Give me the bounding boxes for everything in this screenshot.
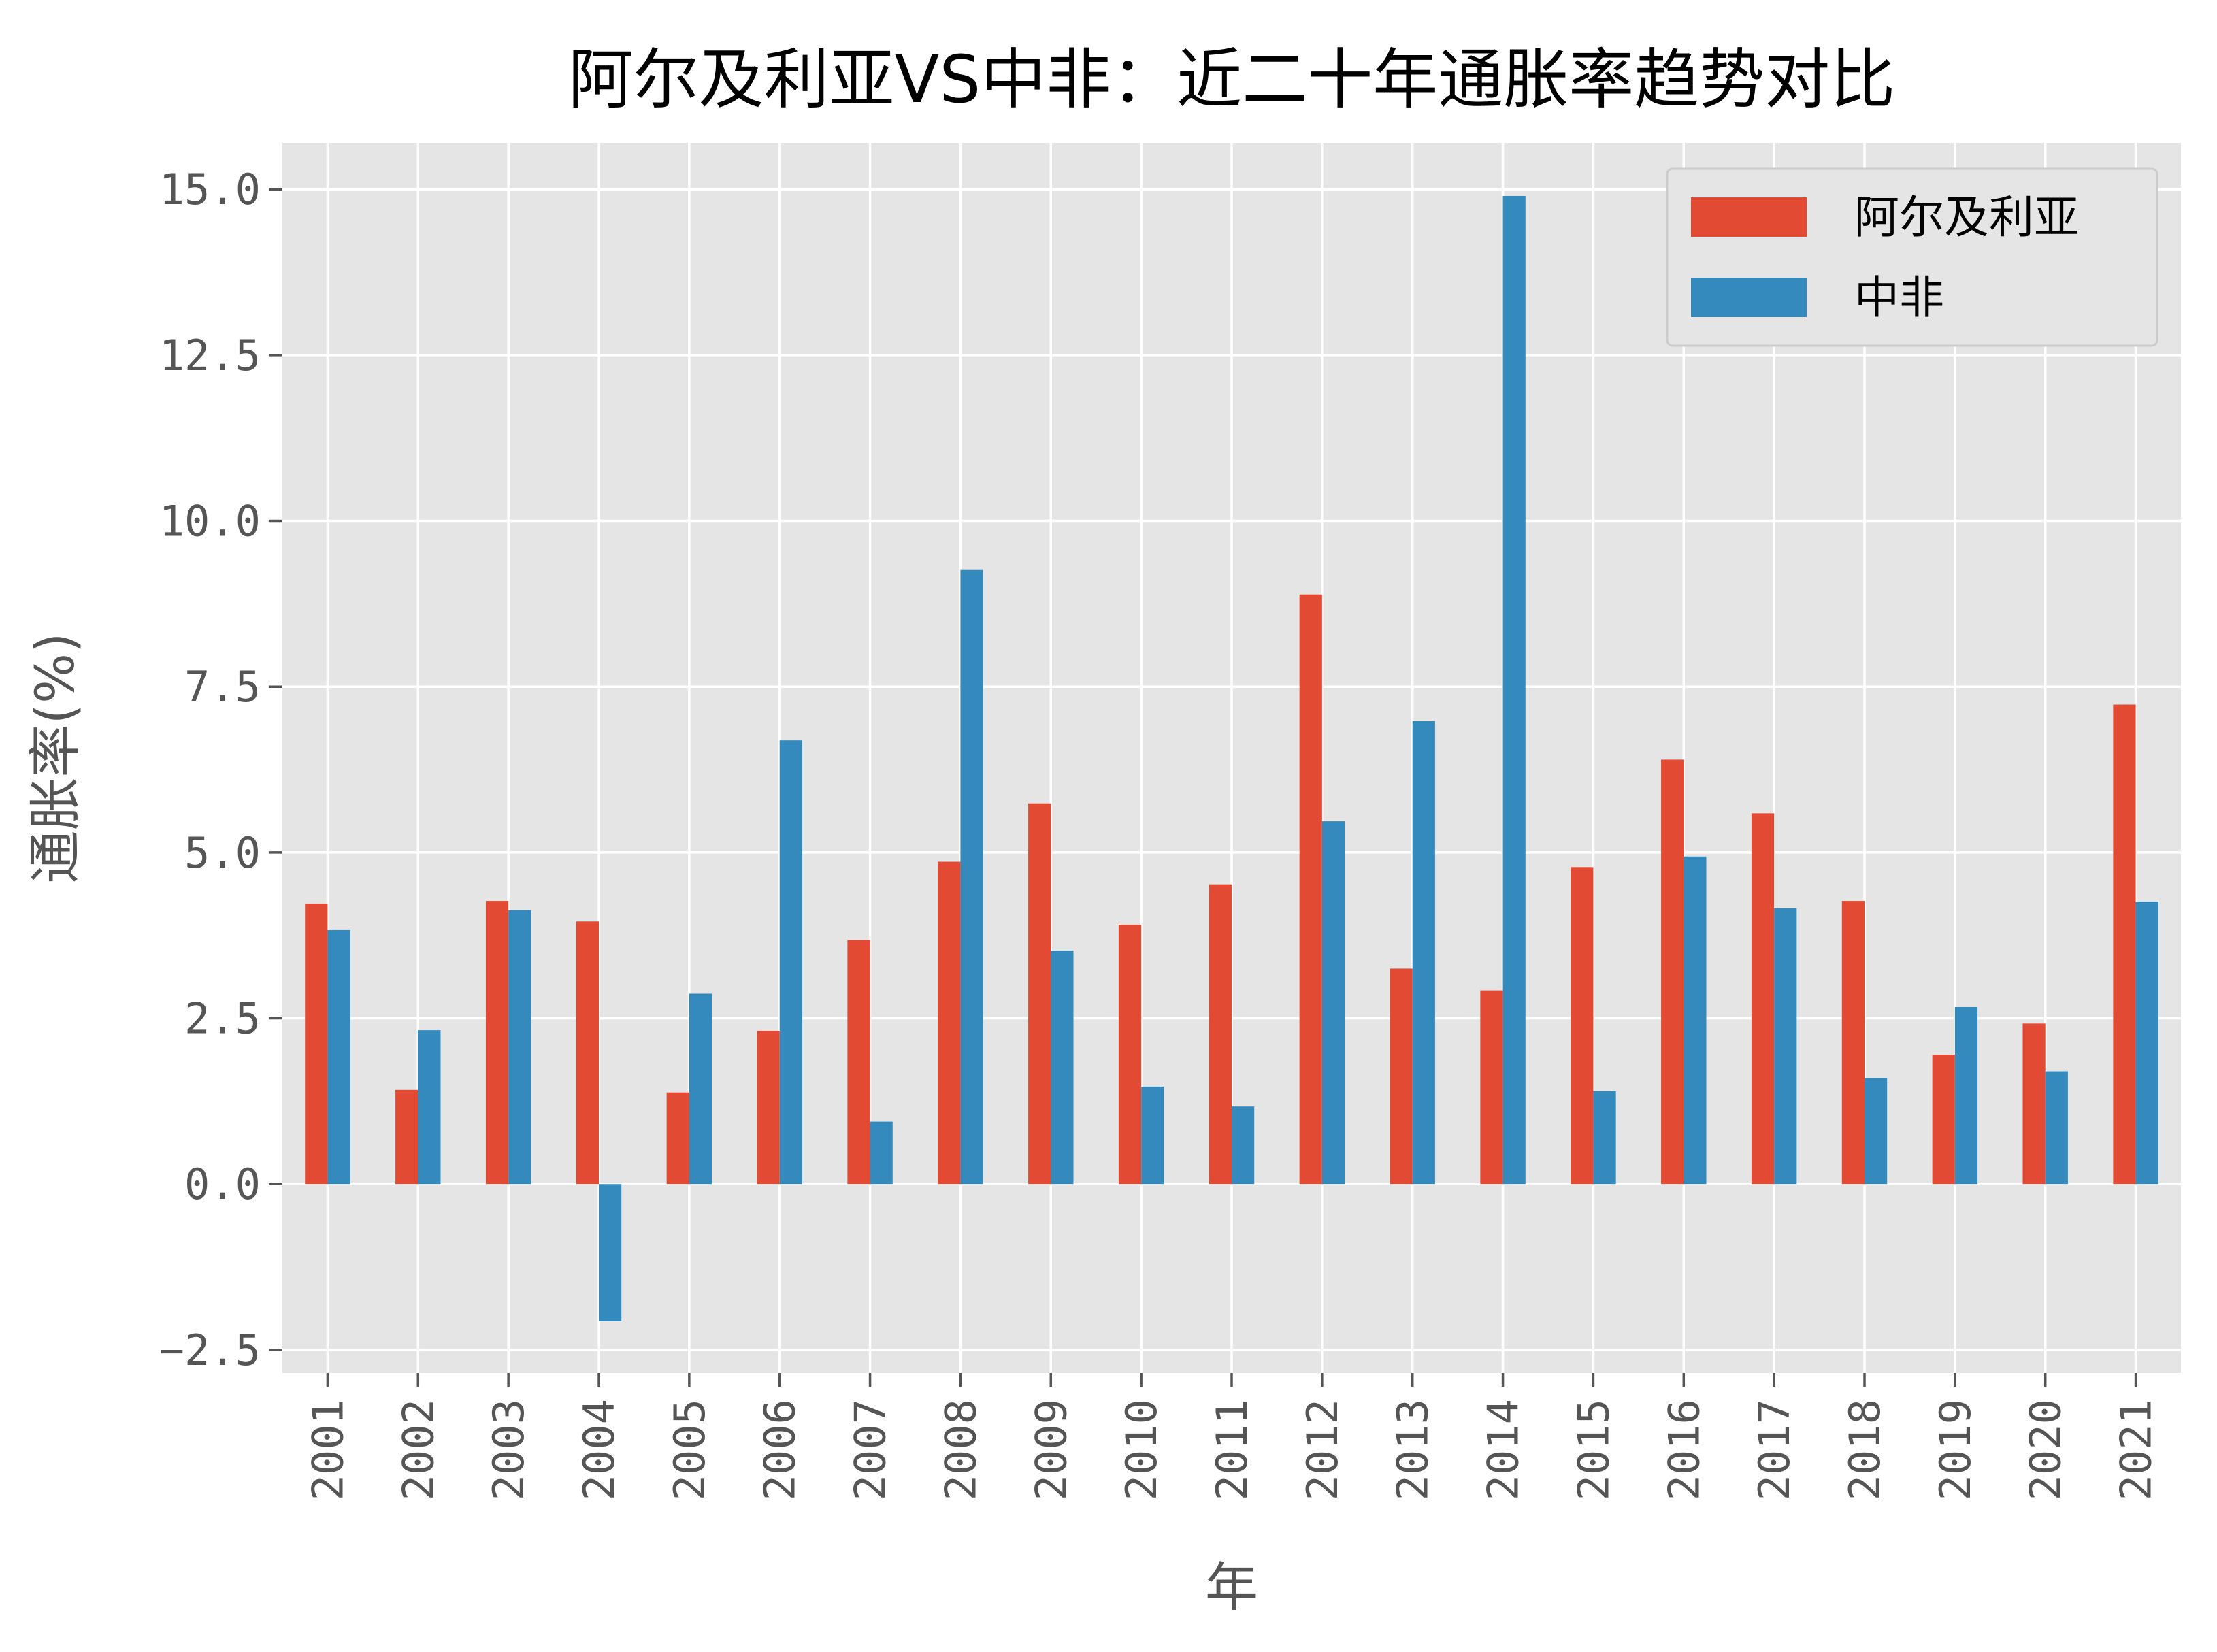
bar-algeria-2005 xyxy=(666,1092,689,1185)
bar-central-africa-2021 xyxy=(2135,902,2158,1185)
bar-central-africa-2015 xyxy=(1593,1091,1616,1185)
y-axis-label: 通胀率(%) xyxy=(25,633,86,884)
x-tick-label: 2005 xyxy=(665,1399,715,1500)
bar-central-africa-2013 xyxy=(1412,721,1435,1185)
bar-algeria-2010 xyxy=(1118,925,1142,1185)
bar-central-africa-2018 xyxy=(1865,1078,1888,1185)
legend-label-algeria: 阿尔及利亚 xyxy=(1854,191,2079,244)
bar-central-africa-2004 xyxy=(599,1184,622,1321)
bar-algeria-2006 xyxy=(757,1031,780,1185)
x-tick-label: 2012 xyxy=(1298,1399,1347,1500)
x-tick-label: 2004 xyxy=(574,1399,624,1500)
x-tick-label: 2011 xyxy=(1207,1399,1257,1500)
legend-label-central-africa: 中非 xyxy=(1854,271,1944,324)
bar-algeria-2021 xyxy=(2113,704,2136,1185)
legend-swatch-algeria xyxy=(1691,197,1807,237)
y-tick-label: 2.5 xyxy=(184,994,261,1044)
bar-algeria-2018 xyxy=(1841,901,1865,1185)
bar-central-africa-2009 xyxy=(1051,951,1074,1185)
x-tick-label: 2021 xyxy=(2112,1399,2161,1500)
bar-central-africa-2005 xyxy=(689,993,712,1185)
bar-central-africa-2002 xyxy=(418,1030,441,1185)
bar-algeria-2012 xyxy=(1299,594,1322,1185)
bar-algeria-2013 xyxy=(1390,968,1413,1185)
x-tick-label: 2013 xyxy=(1388,1399,1438,1500)
bar-algeria-2016 xyxy=(1661,759,1684,1185)
bar-central-africa-2007 xyxy=(870,1121,893,1185)
x-axis-label: 年 xyxy=(1205,1557,1258,1619)
bar-algeria-2020 xyxy=(2022,1023,2046,1185)
x-tick-label: 2018 xyxy=(1840,1399,1890,1500)
bar-algeria-2019 xyxy=(1932,1055,1955,1185)
x-tick-label: 2014 xyxy=(1479,1399,1528,1500)
legend-swatch-central-africa xyxy=(1691,278,1807,317)
x-tick-label: 2019 xyxy=(1931,1399,1980,1500)
bar-algeria-2011 xyxy=(1209,884,1232,1185)
bar-central-africa-2020 xyxy=(2045,1071,2068,1185)
bar-algeria-2014 xyxy=(1480,990,1503,1185)
x-tick-label: 2016 xyxy=(1659,1399,1709,1500)
x-tick-label: 2010 xyxy=(1117,1399,1166,1500)
y-tick-label: 0.0 xyxy=(184,1159,261,1209)
x-tick-label: 2017 xyxy=(1750,1399,1799,1500)
y-tick-label: 12.5 xyxy=(159,331,261,380)
bar-algeria-2017 xyxy=(1751,813,1775,1185)
bar-algeria-2001 xyxy=(305,903,328,1185)
bar-central-africa-2017 xyxy=(1774,908,1797,1185)
y-tick-label: 15.0 xyxy=(159,165,261,214)
bar-central-africa-2016 xyxy=(1684,856,1707,1185)
bar-algeria-2004 xyxy=(576,921,599,1185)
bars-group xyxy=(305,195,2158,1321)
x-tick-label: 2020 xyxy=(2021,1399,2071,1500)
bar-algeria-2003 xyxy=(485,901,509,1185)
x-tick-label: 2008 xyxy=(936,1399,985,1500)
x-tick-label: 2007 xyxy=(846,1399,896,1500)
y-tick-label: −2.5 xyxy=(159,1325,261,1375)
x-tick-label: 2003 xyxy=(484,1399,533,1500)
y-tick-label: 5.0 xyxy=(184,828,261,878)
bar-central-africa-2003 xyxy=(508,910,531,1185)
bar-central-africa-2011 xyxy=(1232,1106,1255,1185)
bar-central-africa-2014 xyxy=(1502,195,1526,1185)
bar-algeria-2008 xyxy=(938,861,961,1185)
bar-central-africa-2019 xyxy=(1954,1006,1978,1185)
bar-central-africa-2008 xyxy=(960,569,983,1185)
bar-central-africa-2012 xyxy=(1321,821,1345,1185)
y-tick-label: 10.0 xyxy=(159,497,261,546)
x-tick-label: 2002 xyxy=(393,1399,443,1500)
bar-algeria-2009 xyxy=(1028,803,1051,1185)
bar-central-africa-2006 xyxy=(779,740,802,1185)
x-tick-label: 2009 xyxy=(1026,1399,1076,1500)
legend: 阿尔及利亚 中非 xyxy=(1666,167,2158,347)
y-axis-ticks: −2.5 0.0 2.5 5.0 7.5 10.0 12.5 15.0 xyxy=(159,165,282,1375)
bar-algeria-2002 xyxy=(395,1089,418,1185)
bar-algeria-2015 xyxy=(1571,867,1594,1185)
x-axis-ticks: 2001 2002 2003 2004 2005 2006 2007 2008 2009 2010… xyxy=(303,1373,2161,1500)
x-tick-label: 2006 xyxy=(755,1399,805,1500)
x-tick-label: 2015 xyxy=(1569,1399,1618,1500)
y-tick-label: 7.5 xyxy=(184,662,261,712)
bar-central-africa-2001 xyxy=(327,929,350,1185)
bar-central-africa-2010 xyxy=(1141,1086,1164,1185)
x-tick-label: 2001 xyxy=(303,1399,352,1500)
bar-algeria-2007 xyxy=(847,940,870,1185)
chart-title: 阿尔及利亚VS中非：近二十年通胀率趋势对比 xyxy=(568,42,1896,118)
